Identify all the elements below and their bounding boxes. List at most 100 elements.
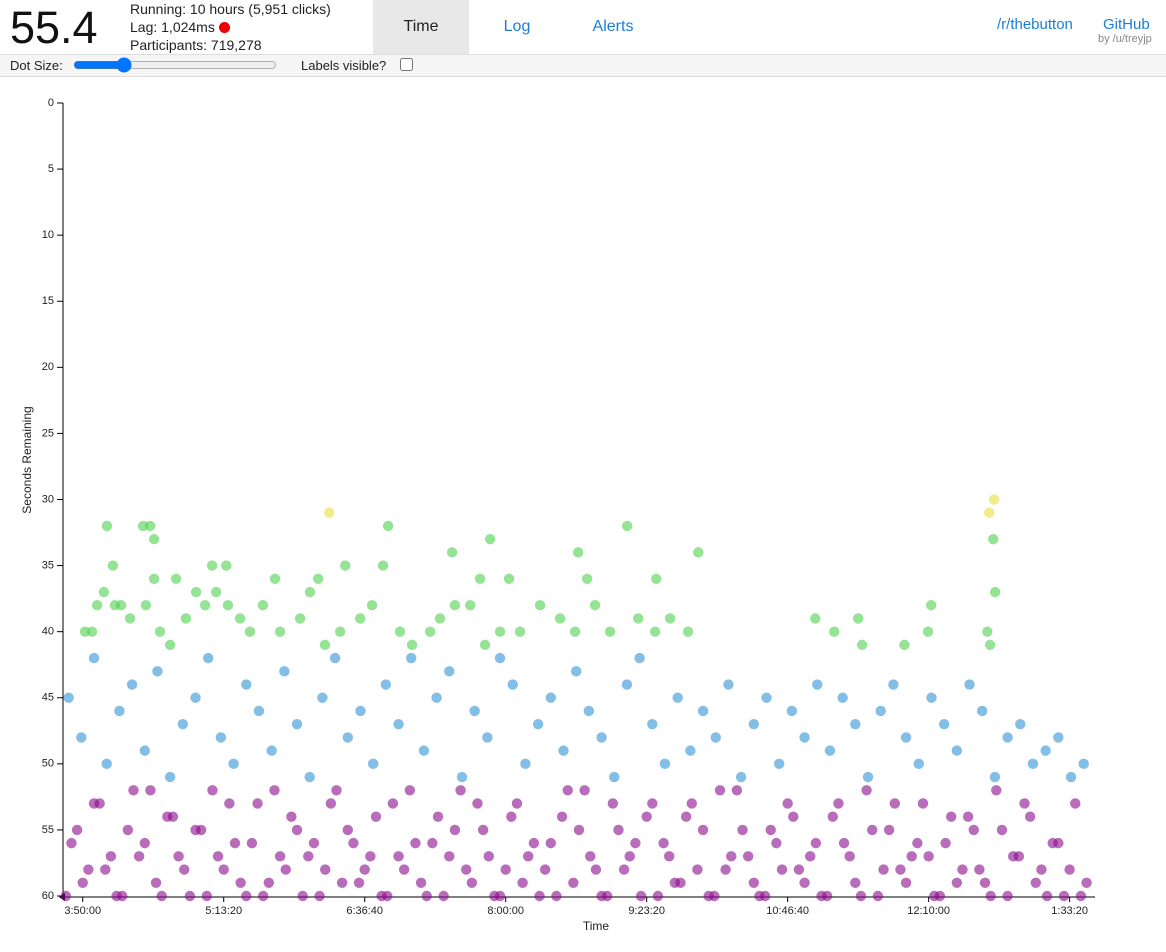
click-dot bbox=[962, 811, 974, 822]
tab[interactable]: Log bbox=[503, 18, 531, 35]
click-dot bbox=[761, 692, 772, 703]
y-tick-label: 20 bbox=[42, 361, 54, 373]
click-dot bbox=[731, 785, 743, 796]
github-link[interactable]: GitHub bbox=[1103, 16, 1150, 33]
click-dot bbox=[1024, 811, 1036, 822]
click-dot bbox=[257, 890, 269, 902]
click-dot bbox=[532, 718, 544, 730]
click-dot bbox=[107, 560, 119, 571]
click-dot bbox=[682, 626, 694, 637]
click-dot bbox=[1027, 758, 1039, 770]
click-dot bbox=[126, 679, 138, 690]
click-dot bbox=[984, 507, 995, 518]
click-dot bbox=[86, 626, 98, 637]
click-dot bbox=[906, 851, 917, 862]
click-dot bbox=[1064, 864, 1075, 875]
click-dot bbox=[957, 864, 968, 875]
click-dot bbox=[664, 613, 676, 624]
click-dot bbox=[105, 851, 117, 862]
y-tick-label: 60 bbox=[42, 890, 54, 902]
click-dot bbox=[545, 692, 557, 703]
click-dot bbox=[528, 837, 540, 849]
click-dot bbox=[579, 785, 590, 796]
click-dot bbox=[658, 837, 669, 849]
click-dot bbox=[788, 811, 799, 822]
dot-size-label: Dot Size: bbox=[10, 58, 63, 73]
y-tick-label: 55 bbox=[42, 824, 54, 836]
click-dot bbox=[494, 626, 506, 637]
click-dot bbox=[1047, 837, 1058, 849]
y-tick-label: 40 bbox=[42, 626, 54, 638]
click-dot bbox=[1041, 890, 1053, 902]
click-dot bbox=[246, 837, 258, 849]
click-dot bbox=[862, 771, 874, 783]
click-dot bbox=[179, 864, 190, 875]
click-dot bbox=[810, 837, 822, 849]
click-dot bbox=[140, 600, 152, 611]
click-dot bbox=[641, 811, 652, 822]
click-dot bbox=[771, 837, 782, 849]
click-dot bbox=[207, 785, 218, 796]
dot-size-slider[interactable] bbox=[73, 57, 277, 73]
click-dot bbox=[506, 811, 517, 822]
click-dot bbox=[556, 811, 568, 822]
click-dot bbox=[329, 652, 341, 664]
y-tick-label: 5 bbox=[48, 163, 54, 175]
click-dot bbox=[737, 824, 748, 836]
click-dot bbox=[353, 877, 365, 888]
click-dot bbox=[122, 824, 134, 836]
click-dot bbox=[201, 890, 213, 902]
click-dot bbox=[406, 652, 417, 664]
click-dot bbox=[398, 864, 410, 875]
click-dot bbox=[438, 890, 449, 902]
click-dot bbox=[266, 745, 277, 756]
running-info: Running: 10 hours (5,951 clicks) bbox=[130, 1, 331, 17]
click-dot bbox=[878, 864, 889, 875]
click-dot bbox=[988, 533, 999, 545]
click-dot bbox=[1002, 890, 1013, 902]
click-dot bbox=[647, 718, 658, 730]
click-dot bbox=[649, 626, 661, 637]
click-dot bbox=[100, 864, 111, 875]
click-dot bbox=[875, 705, 886, 717]
x-tick-label: 5:13:20 bbox=[205, 905, 242, 917]
click-dot bbox=[432, 811, 444, 822]
click-dot bbox=[630, 837, 641, 849]
click-dot bbox=[634, 652, 645, 664]
click-dot bbox=[279, 666, 290, 677]
click-dot bbox=[228, 758, 239, 770]
click-dot bbox=[991, 785, 1002, 796]
click-dot bbox=[651, 573, 662, 584]
click-dot bbox=[456, 771, 468, 783]
y-tick-label: 35 bbox=[42, 559, 54, 571]
y-tick-label: 45 bbox=[42, 692, 54, 704]
click-dot bbox=[558, 745, 569, 756]
click-dot bbox=[867, 824, 878, 836]
tab[interactable]: Alerts bbox=[592, 18, 634, 35]
click-dot bbox=[776, 864, 788, 875]
subreddit-link[interactable]: /r/thebutton bbox=[997, 16, 1073, 33]
click-dot bbox=[720, 864, 731, 875]
labels-visible-checkbox[interactable] bbox=[400, 58, 413, 71]
click-dot bbox=[101, 520, 113, 532]
click-dot bbox=[618, 864, 630, 875]
click-dot bbox=[482, 732, 493, 743]
click-dot bbox=[76, 732, 87, 743]
click-dot bbox=[685, 745, 696, 756]
click-dot bbox=[483, 851, 494, 862]
click-dot bbox=[693, 547, 704, 558]
click-dot bbox=[199, 600, 211, 611]
click-dot bbox=[837, 692, 848, 703]
click-dot bbox=[60, 890, 72, 902]
click-dot bbox=[828, 626, 840, 637]
y-tick-label: 30 bbox=[42, 493, 54, 505]
click-dot bbox=[609, 771, 620, 783]
click-dot bbox=[177, 718, 189, 730]
click-dot bbox=[988, 494, 1000, 505]
click-dot bbox=[726, 851, 737, 862]
tab[interactable]: Time bbox=[373, 0, 469, 54]
click-dot bbox=[66, 837, 77, 849]
click-dot bbox=[393, 851, 404, 862]
click-dot bbox=[139, 745, 150, 756]
click-dot bbox=[190, 824, 201, 836]
